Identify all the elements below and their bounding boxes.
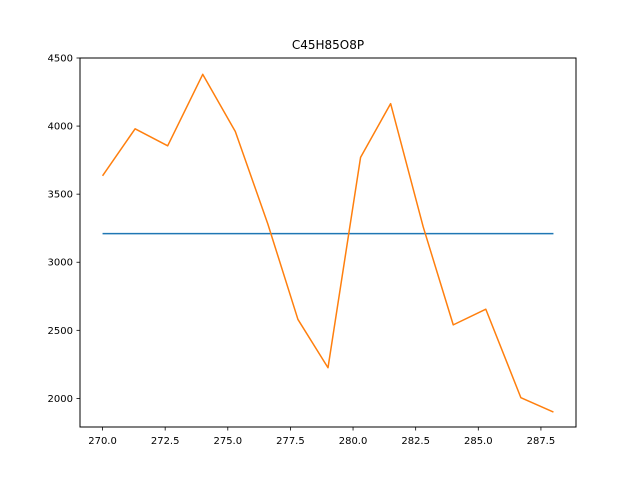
x-tick-label: 272.5	[151, 436, 180, 447]
series-line-2	[101, 73, 554, 413]
plot-frame	[79, 57, 577, 428]
series-layer	[101, 73, 554, 413]
x-tick-label: 280.0	[339, 436, 368, 447]
y-tick-label: 3000	[48, 258, 73, 269]
x-axis: 270.0 272.5 275.0 277.5 280.0 282.5 285.0 287.5	[88, 427, 555, 447]
chart-title: C45H85O8P	[292, 38, 364, 52]
x-tick-label: 282.5	[401, 436, 430, 447]
y-tick-label: 3500	[48, 190, 73, 201]
y-tick-label: 4500	[48, 54, 73, 65]
y-axis: 2000 2500 3000 3500 4000 4500	[48, 54, 80, 405]
x-tick-label: 277.5	[276, 436, 305, 447]
x-tick-label: 287.5	[527, 436, 556, 447]
y-tick-label: 2500	[48, 326, 73, 337]
y-tick-label: 2000	[48, 394, 73, 405]
y-tick-label: 4000	[48, 122, 73, 133]
x-tick-label: 275.0	[213, 436, 242, 447]
x-tick-label: 285.0	[464, 436, 493, 447]
x-tick-label: 270.0	[88, 436, 117, 447]
